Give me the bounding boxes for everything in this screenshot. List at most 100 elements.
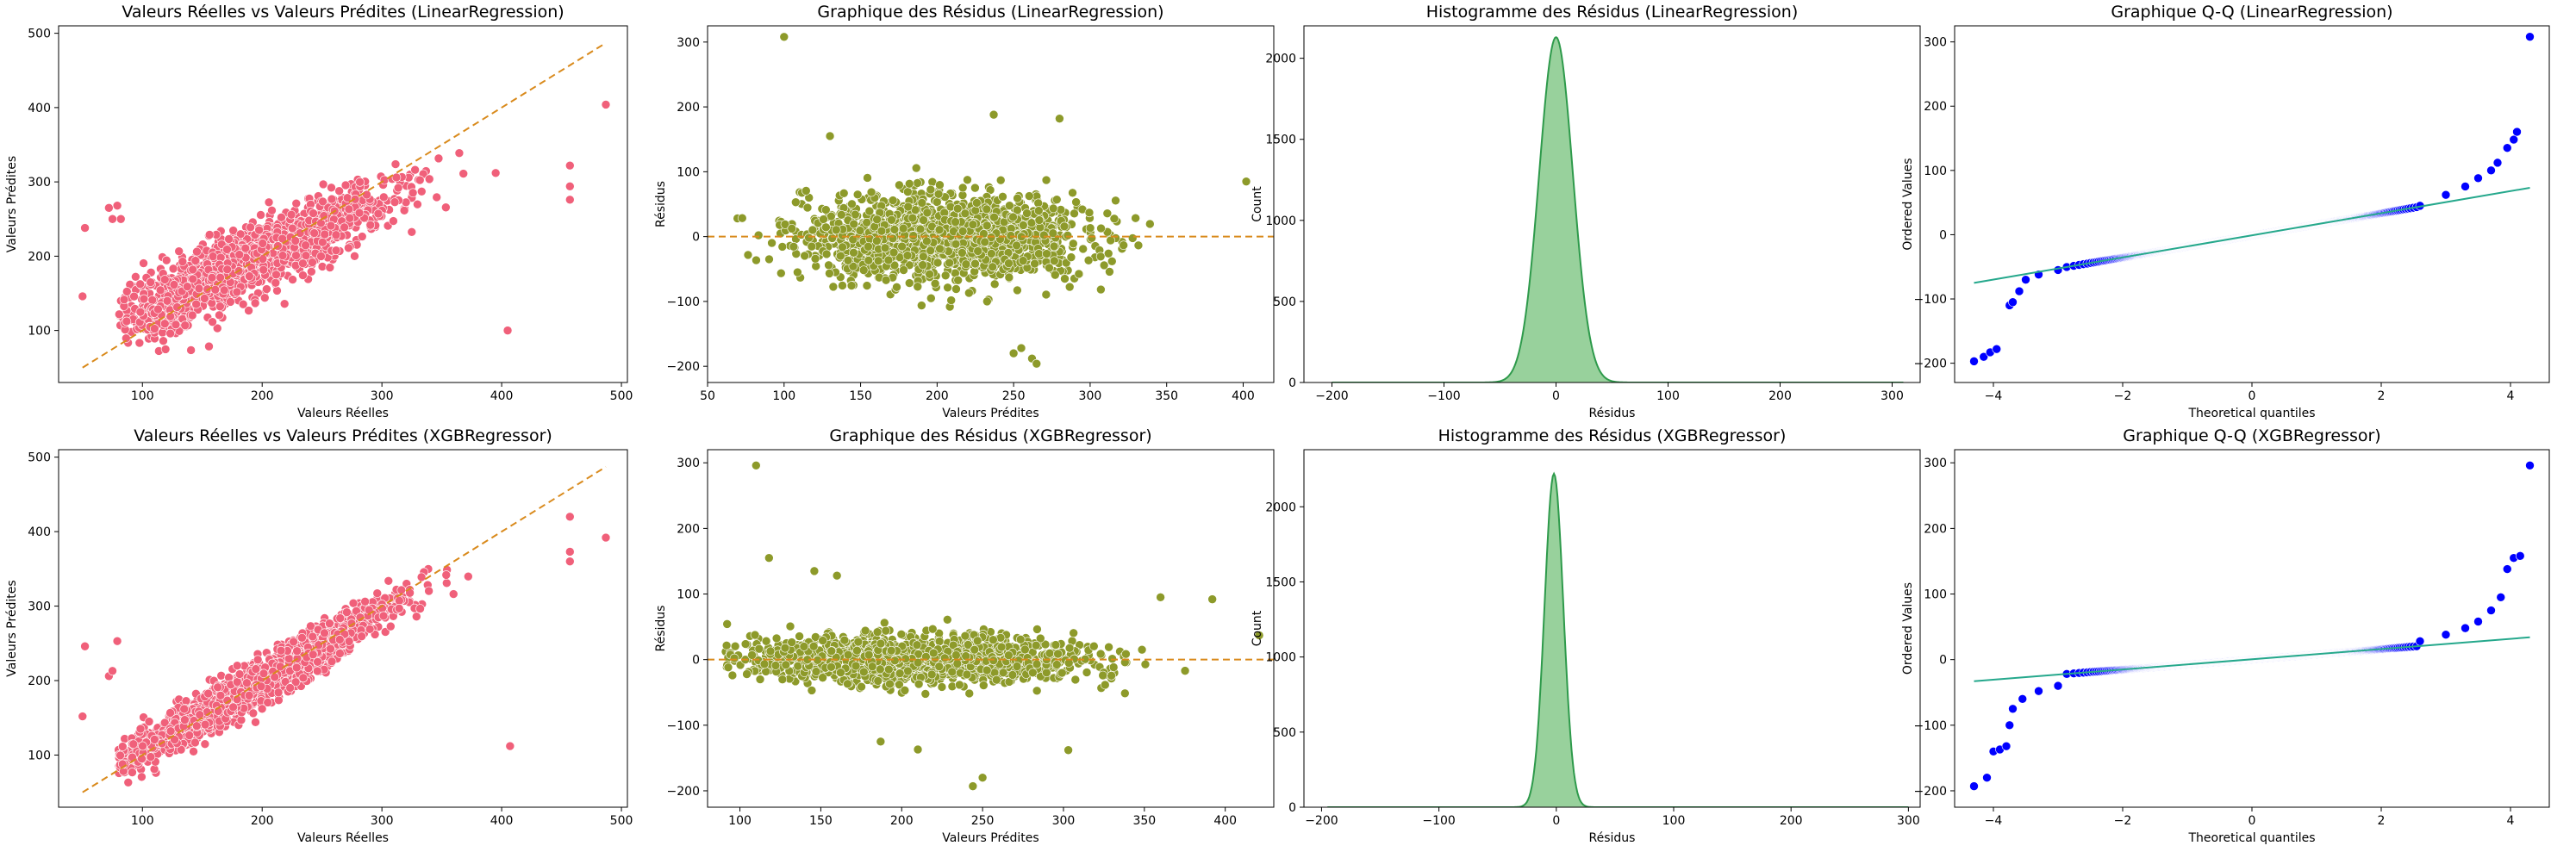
residual-point (911, 163, 921, 173)
residual-point (957, 183, 968, 193)
data-point (150, 324, 159, 333)
residual-point (973, 246, 982, 256)
residual-point (1102, 208, 1113, 219)
data-point (373, 208, 384, 219)
residual-point (1013, 205, 1022, 215)
residual-point (935, 244, 945, 254)
data-point (350, 252, 359, 261)
residual-point (917, 198, 927, 208)
data-point (318, 237, 327, 247)
residual-point (849, 219, 859, 229)
data-point (244, 306, 253, 315)
data-point (222, 264, 232, 275)
residual-point (1024, 191, 1034, 201)
x-tick-label: 200 (1768, 389, 1792, 403)
data-point (215, 272, 225, 283)
qq-point-tail (2014, 286, 2024, 296)
y-tick-label: 300 (677, 36, 700, 50)
data-point (345, 213, 355, 223)
residual-point (872, 236, 882, 246)
residual-point (904, 278, 914, 288)
residual-point (951, 217, 960, 227)
residual-point (821, 222, 831, 233)
data-point (407, 227, 417, 237)
residual-point-outlier (1008, 348, 1019, 358)
residual-point (848, 261, 858, 271)
y-tick-label: 200 (28, 250, 51, 264)
residual-point (968, 220, 978, 229)
residual-point (1145, 219, 1155, 229)
axes-frame (1303, 25, 1921, 383)
x-tick-label: 400 (490, 389, 514, 403)
chart-title: Valeurs Réelles vs Valeurs Prédites (Lin… (122, 3, 564, 22)
data-point (267, 205, 277, 215)
x-tick-label: −2 (2114, 389, 2132, 403)
data-point (135, 279, 145, 289)
x-axis-label: Résidus (1589, 407, 1636, 420)
data-point (122, 287, 132, 296)
residual-point (940, 271, 951, 281)
residual-point (987, 249, 996, 258)
data-point-outlier (565, 160, 575, 171)
x-tick-label: 500 (610, 389, 633, 403)
residual-point (802, 202, 813, 213)
axes-frame (707, 25, 1275, 383)
residual-point (851, 209, 860, 220)
residual-point (982, 204, 992, 215)
residual-point (961, 259, 971, 270)
data-point (174, 246, 184, 256)
x-tick-label: 50 (700, 389, 715, 403)
data-point (379, 192, 389, 202)
residual-point (982, 221, 992, 231)
residual-point (988, 262, 998, 272)
residual-point (889, 247, 899, 258)
residual-point (864, 256, 874, 265)
x-tick-label: 200 (926, 389, 949, 403)
residual-point (862, 217, 872, 227)
y-axis-label: Ordered Values (1901, 158, 1915, 250)
residual-point (970, 183, 980, 193)
y-axis-label: Valeurs Prédites (5, 156, 19, 252)
qq-point-tail (2021, 275, 2030, 284)
data-point (258, 239, 268, 248)
residual-point (951, 284, 961, 294)
residual-point (918, 260, 927, 270)
residual-point (919, 252, 928, 262)
residual-point (888, 233, 898, 244)
residual-point (925, 269, 934, 279)
plot-area (708, 32, 1274, 369)
data-point (264, 197, 274, 208)
residual-point (846, 281, 857, 290)
data-point (256, 210, 265, 220)
residual-point-outlier (1055, 114, 1064, 123)
qq-point-tail (2053, 265, 2063, 275)
data-point (215, 302, 225, 312)
chart-panel-lr-actual-vs-pred: Valeurs Réelles vs Valeurs Prédites (Lin… (5, 3, 633, 420)
data-point-outlier (112, 201, 122, 211)
residual-point (821, 249, 832, 259)
data-point (271, 270, 281, 280)
data-point (208, 317, 217, 326)
residual-point (1131, 213, 1140, 223)
data-point (224, 234, 234, 244)
data-point-outlier (108, 214, 117, 224)
residual-point (1074, 269, 1084, 279)
data-point (271, 278, 281, 288)
data-point (391, 172, 402, 183)
residual-point (849, 248, 858, 258)
plot-area (1332, 35, 1904, 382)
data-point (183, 282, 192, 291)
data-point (307, 267, 316, 277)
data-point (320, 229, 330, 239)
residual-point (838, 281, 847, 290)
data-point (331, 246, 341, 255)
x-tick-label: 0 (2249, 389, 2256, 403)
residual-point (1004, 272, 1014, 283)
residual-point (1068, 188, 1077, 198)
data-point (355, 177, 365, 187)
data-point (454, 148, 465, 158)
x-axis-label: Valeurs Prédites (942, 407, 1039, 420)
residual-point (1034, 215, 1045, 225)
residual-point (1019, 221, 1028, 230)
data-point (171, 320, 181, 330)
